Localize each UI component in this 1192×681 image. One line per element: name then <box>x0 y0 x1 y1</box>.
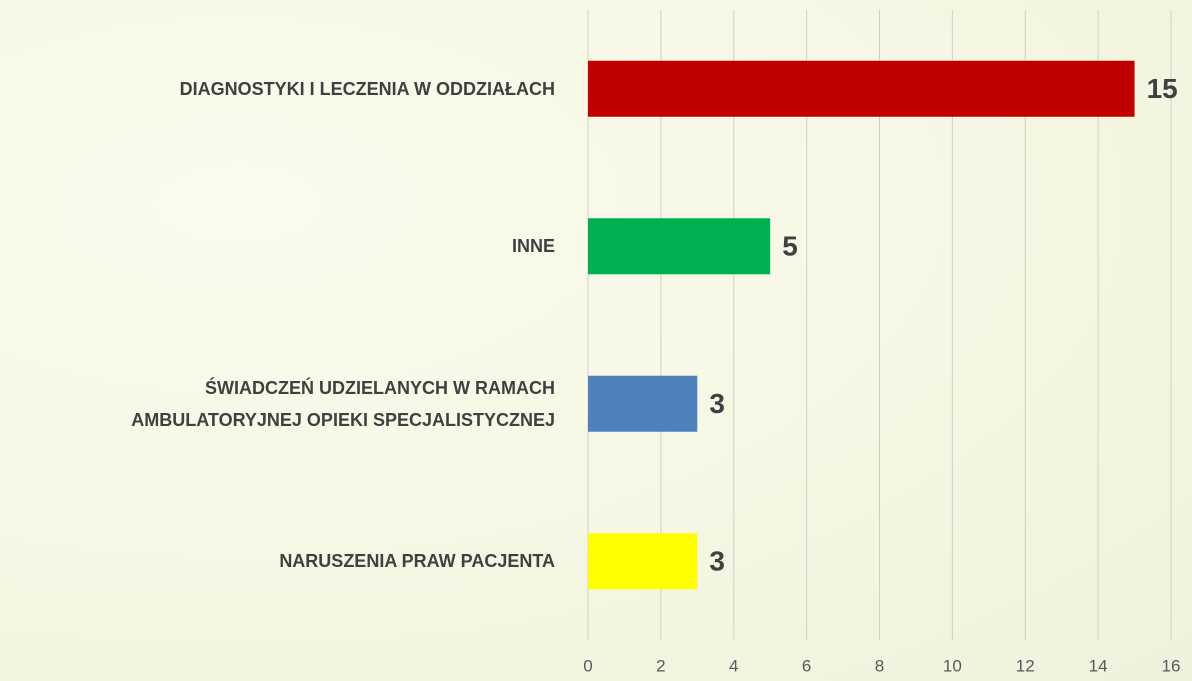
category-label: INNE <box>511 236 555 257</box>
bar <box>588 218 771 275</box>
x-tick-label: 6 <box>802 656 811 675</box>
x-tick-label: 0 <box>583 656 592 675</box>
value-label: 3 <box>709 546 725 577</box>
value-label: 15 <box>1147 73 1178 104</box>
x-tick-label: 4 <box>729 656 738 675</box>
x-tick-label: 8 <box>875 656 884 675</box>
bar <box>588 533 698 590</box>
value-label: 5 <box>782 231 798 262</box>
category-label: NARUSZENIA PRAW PACJENTA <box>279 551 555 572</box>
x-tick-label: 16 <box>1162 656 1181 675</box>
bar <box>588 60 1135 117</box>
x-tick-label: 14 <box>1089 656 1108 675</box>
category-label: ŚWIADCZEŃ UDZIELANYCH W RAMACH AMBULATOR… <box>131 377 555 430</box>
value-label: 3 <box>709 388 725 419</box>
x-tick-label: 10 <box>943 656 962 675</box>
bar <box>588 375 698 432</box>
x-tick-label: 12 <box>1016 656 1035 675</box>
category-label: DIAGNOSTYKI I LECZENIA W ODDZIAŁACH <box>179 78 555 99</box>
x-tick-label: 2 <box>656 656 665 675</box>
